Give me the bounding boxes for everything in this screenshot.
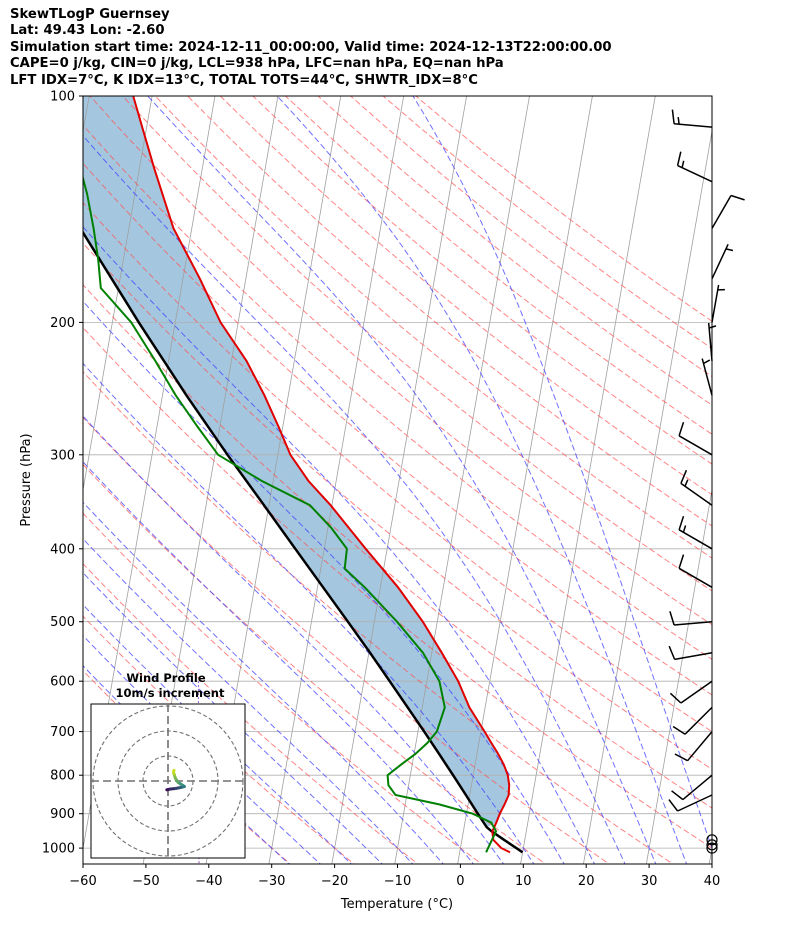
wind-barb — [711, 194, 745, 229]
isotherm-line — [645, 487, 712, 864]
wind-barb — [711, 243, 734, 280]
dry-adiabat — [83, 326, 712, 849]
isotherm-line — [83, 96, 153, 493]
y-axis-label: Pressure (hPa) — [19, 433, 34, 526]
wind-barb — [669, 611, 713, 626]
dry-adiabat — [252, 96, 712, 465]
cape-line: CAPE=0 j/kg, CIN=0 j/kg, LCL=938 hPa, LF… — [10, 56, 504, 72]
moist-adiabat — [83, 226, 596, 864]
x-tick-label: −50 — [132, 874, 159, 889]
wind-barb — [707, 322, 717, 361]
moist-adiabat — [147, 96, 657, 864]
y-tick-label: 100 — [50, 90, 75, 105]
x-tick-label: −60 — [69, 874, 96, 889]
x-tick-label: −20 — [321, 874, 348, 889]
wind-barb — [668, 645, 713, 661]
inset-title: Wind Profile — [126, 671, 206, 685]
dry-adiabat — [83, 615, 355, 864]
moist-adiabat — [83, 604, 353, 864]
isotherm-line — [520, 96, 656, 864]
y-tick-label: 900 — [50, 807, 75, 822]
wind-barb — [680, 469, 713, 506]
temperature-line — [132, 96, 511, 854]
moist-adiabat — [83, 538, 414, 864]
inset-subtitle: 10m/s increment — [116, 686, 225, 700]
wind-barb — [672, 706, 713, 735]
y-tick-label: 400 — [50, 542, 75, 557]
y-tick-label: 500 — [50, 615, 75, 630]
y-tick-label: 1000 — [42, 842, 75, 857]
moist-adiabat — [83, 571, 383, 864]
wind-barb — [668, 794, 713, 812]
moist-adiabat — [83, 665, 290, 864]
wind-barb — [676, 151, 713, 183]
x-tick-label: 40 — [704, 874, 721, 889]
isotherm-line — [772, 96, 794, 867]
moist-adiabat — [83, 501, 444, 864]
moist-adiabat — [83, 134, 626, 864]
moist-adiabat — [412, 96, 712, 850]
location-line: Lat: 49.43 Lon: -2.60 — [10, 23, 165, 39]
x-tick-label: 10 — [515, 874, 532, 889]
isotherm-line — [83, 96, 90, 134]
cape-cin-shading — [83, 96, 510, 828]
wind-barb — [678, 554, 713, 588]
wind-barb — [674, 731, 713, 762]
dry-adiabat — [83, 371, 675, 864]
dry-adiabat — [83, 416, 611, 864]
dry-adiabat — [83, 202, 712, 733]
dry-adiabats — [83, 96, 712, 864]
profile-lines — [83, 96, 524, 854]
x-tick-label: −10 — [384, 874, 411, 889]
x-tick-label: 30 — [641, 874, 658, 889]
x-tick-label: 0 — [456, 874, 464, 889]
wind-barb — [671, 774, 713, 801]
indices-line: LFT IDX=7°C, K IDX=13°C, TOTAL TOTS=44°C… — [10, 72, 478, 88]
x-axis-label: Temperature (°C) — [340, 897, 453, 912]
dry-adiabat — [285, 96, 712, 435]
isotherm-line — [331, 96, 467, 864]
wind-profile-inset: Wind Profile 10m/s increment — [90, 671, 246, 859]
y-tick-label: 700 — [50, 725, 75, 740]
dewpoint-line — [83, 174, 498, 853]
moist-adiabat — [83, 415, 505, 864]
chart-title: SkewTLogP Guernsey — [10, 7, 170, 22]
isotherms — [83, 96, 794, 867]
isotherm-line — [268, 96, 405, 864]
dry-adiabat — [83, 124, 712, 660]
y-tick-label: 300 — [50, 448, 75, 463]
wind-barb — [701, 358, 713, 396]
isotherm-line — [583, 129, 712, 864]
wind-barb — [711, 284, 725, 323]
parcel-line — [83, 230, 524, 854]
x-tick-label: 20 — [578, 874, 595, 889]
moist-adiabat — [276, 96, 688, 864]
x-tick-label: −40 — [195, 874, 222, 889]
hodograph-segment — [172, 768, 176, 774]
x-tick-label: −30 — [258, 874, 285, 889]
isotherm-line — [457, 96, 593, 864]
dry-adiabat — [83, 162, 712, 696]
wind-barb — [678, 421, 713, 456]
y-tick-label: 200 — [50, 316, 75, 331]
dry-adiabat — [83, 563, 419, 864]
dry-adiabat — [83, 242, 712, 770]
isotherm-line — [394, 96, 530, 864]
wind-barb — [669, 680, 713, 704]
wind-barbs — [668, 109, 745, 854]
cape-shade — [83, 96, 510, 828]
time-line: Simulation start time: 2024-12-11_00:00:… — [10, 39, 612, 55]
dry-adiabat — [83, 284, 712, 809]
chart-header: SkewTLogP Guernsey Lat: 49.43 Lon: -2.60… — [10, 7, 612, 89]
y-tick-label: 800 — [50, 769, 75, 784]
wind-barb — [678, 515, 713, 550]
wind-barb — [671, 109, 713, 128]
y-tick-label: 600 — [50, 675, 75, 690]
